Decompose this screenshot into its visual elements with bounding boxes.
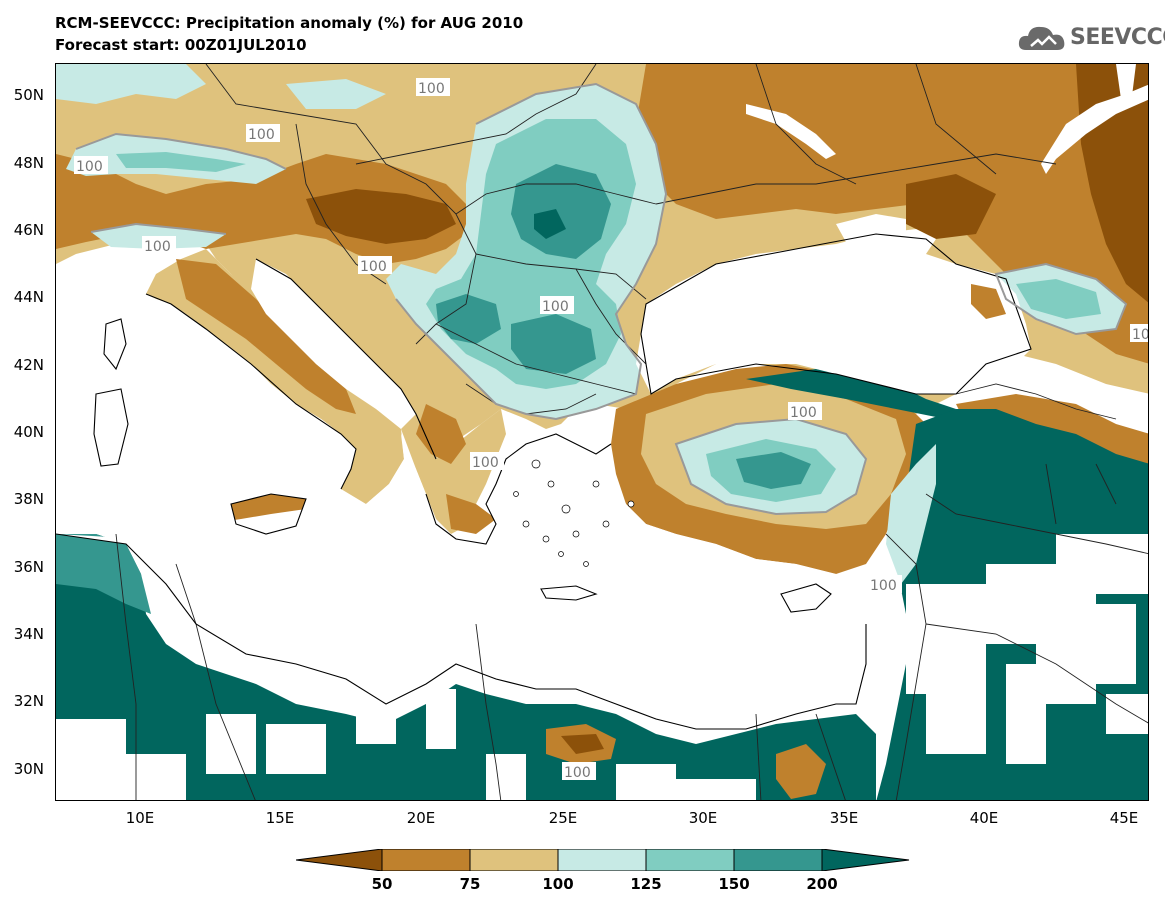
colorbar-segment-150-200: [733, 848, 823, 872]
lon-label: 35E: [829, 809, 859, 827]
contour-label: 100: [870, 578, 897, 594]
lon-label: 15E: [265, 809, 295, 827]
lon-label: 40E: [969, 809, 999, 827]
contour-labels: 100 100 100 100 100 100 100 100 100 100 …: [74, 78, 1149, 781]
region-nafrica-above-200: [56, 534, 876, 800]
lon-label: 10E: [125, 809, 155, 827]
region-balkans-150-200: [511, 164, 611, 259]
colorbar-tick-label: 150: [718, 875, 750, 893]
colorbar-tick-label: 100: [542, 875, 574, 893]
colorbar-segment-125-150: [645, 848, 735, 872]
lat-label: 48N: [13, 154, 44, 172]
region-balkans-above-200: [534, 209, 566, 239]
lat-label: 30N: [13, 760, 44, 778]
contour-label: 100: [472, 455, 499, 471]
lon-label: 45E: [1109, 809, 1139, 827]
contour-label: 100: [248, 127, 275, 143]
region-turkey-150-200: [736, 452, 811, 489]
contour-label: 100: [790, 405, 817, 421]
map-subtitle: Forecast start: 00Z01JUL2010: [55, 36, 307, 54]
contour-label: 100: [144, 239, 171, 255]
sea-mediterranean: [56, 294, 356, 534]
lon-label: 25E: [548, 809, 578, 827]
colorbar-tick-label: 125: [630, 875, 662, 893]
map-plot-area: 100 100 100 100 100 100 100 100 100 100 …: [55, 63, 1149, 801]
contour-label: 100: [76, 159, 103, 175]
logo-text: SEEVCCC: [1070, 25, 1165, 50]
sea-black: [636, 229, 1031, 394]
region-north-below-50: [306, 189, 456, 244]
contour-label: 100: [564, 765, 591, 781]
sea-adriatic: [251, 259, 416, 429]
colorbar-segment-100-125: [557, 848, 647, 872]
contour-100-lines: [75, 82, 1128, 516]
contour-label: 100: [1132, 327, 1149, 343]
colorbar-legend: [295, 848, 910, 872]
aegean-islands: [513, 459, 635, 567]
coastlines: [56, 233, 1032, 730]
lat-label: 36N: [13, 558, 44, 576]
colorbar-tick-label: 75: [459, 875, 481, 893]
contour-label: 100: [418, 81, 445, 97]
lat-label: 34N: [13, 625, 44, 643]
colorbar-segment-above-200: [821, 848, 910, 872]
colorbar-segment-75-100: [469, 848, 559, 872]
lat-label: 50N: [13, 86, 44, 104]
sea-azov: [836, 214, 906, 244]
lat-label: 46N: [13, 221, 44, 239]
land-greece: [401, 409, 506, 534]
lat-label: 42N: [13, 356, 44, 374]
lat-label: 32N: [13, 692, 44, 710]
seevccc-logo: SEEVCCC: [1016, 20, 1165, 56]
colorbar-tick-label: 50: [371, 875, 393, 893]
colorbar-tick-label: 200: [806, 875, 838, 893]
lon-label: 30E: [688, 809, 718, 827]
colorbar-segment-below-50: [295, 848, 383, 872]
lat-label: 40N: [13, 423, 44, 441]
cloud-icon: [1018, 26, 1065, 50]
contour-label: 100: [542, 299, 569, 315]
anomaly-map: 100 100 100 100 100 100 100 100 100 100 …: [56, 64, 1149, 800]
lon-label: 20E: [406, 809, 436, 827]
lat-label: 44N: [13, 288, 44, 306]
colorbar-segment-50-75: [381, 848, 471, 872]
map-title: RCM-SEEVCCC: Precipitation anomaly (%) f…: [55, 14, 524, 32]
no-data-cells: [56, 534, 1148, 800]
contour-label: 100: [360, 259, 387, 275]
region-east-50-75: [636, 64, 1148, 364]
lat-label: 38N: [13, 490, 44, 508]
